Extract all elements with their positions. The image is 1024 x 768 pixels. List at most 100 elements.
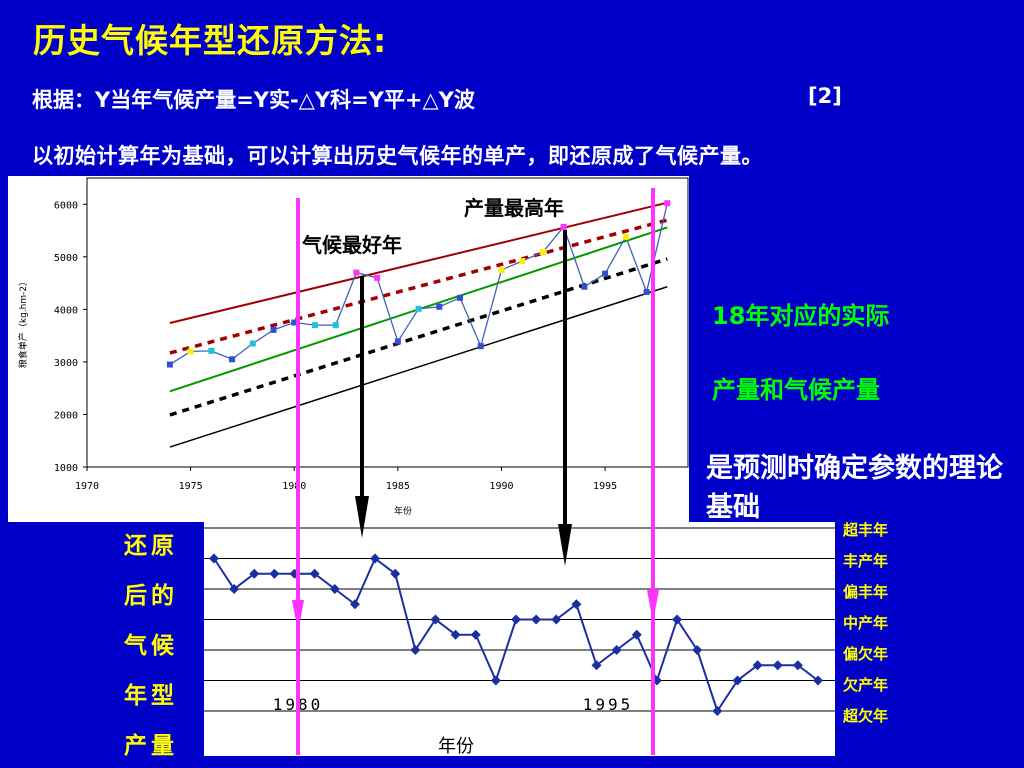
y-tick-label-1: 6000: [54, 200, 78, 211]
data-point: [622, 233, 629, 240]
climate-point: [511, 614, 521, 625]
climate-point: [470, 629, 481, 640]
climate-point: [752, 660, 763, 671]
climate-point: [390, 568, 401, 579]
climate-point: [531, 614, 542, 625]
annotation-best-climate: 气候最好年: [301, 233, 402, 257]
x-tick-label-1: 1975: [179, 481, 203, 492]
data-point: [560, 223, 567, 230]
y-tick-label-1: 4000: [54, 305, 78, 316]
y-tick-label-1: 5000: [54, 253, 78, 264]
level-label: 超丰年: [843, 521, 889, 539]
x-tick-label-1: 1995: [593, 481, 617, 492]
climate-point: [450, 629, 461, 640]
trend-line-5: [169, 286, 668, 448]
data-point: [208, 347, 215, 354]
data-point: [436, 303, 443, 310]
plot-area-1: [86, 177, 689, 468]
magenta-arrow-head: [647, 590, 659, 622]
side-label: 产量: [124, 733, 178, 759]
side-label: 气候: [124, 633, 178, 659]
x-tick-label-1: 1980: [282, 481, 306, 492]
climate-point: [551, 614, 562, 625]
trend-line-4: [169, 257, 668, 417]
climate-point: [813, 675, 823, 686]
level-label: 偏欠年: [843, 645, 889, 663]
data-point: [539, 249, 546, 256]
x-axis-label-2: 年份: [438, 736, 474, 757]
climate-point: [229, 584, 240, 594]
black-arrow-head: [558, 524, 572, 566]
climate-point: [611, 645, 622, 655]
climate-point: [309, 568, 320, 579]
climate-point: [631, 629, 642, 640]
data-point: [166, 361, 173, 368]
side-label: 年型: [124, 683, 178, 709]
data-point: [643, 289, 650, 296]
level-label: 丰产年: [843, 552, 889, 570]
level-label: 偏丰年: [843, 583, 889, 601]
data-point: [270, 326, 277, 333]
description-text: 以初始计算年为基础，可以计算出历史气候年的单产，即还原成了气候产量。: [32, 144, 763, 168]
climate-point: [430, 614, 441, 625]
data-point: [353, 269, 360, 276]
climate-type-chart-panel: [204, 522, 835, 756]
note-line-1: 18年对应的实际: [712, 302, 890, 330]
data-point: [602, 270, 609, 277]
magenta-arrow-head: [292, 600, 304, 632]
data-point: [311, 322, 318, 329]
climate-point: [249, 568, 260, 579]
page-title: 历史气候年型还原方法:: [33, 21, 388, 60]
climate-point: [772, 660, 783, 671]
data-point: [664, 200, 671, 207]
climate-point: [410, 645, 421, 655]
y-tick-label-1: 1000: [54, 463, 78, 474]
data-point: [477, 343, 484, 350]
climate-point: [591, 660, 602, 671]
climate-point: [732, 675, 743, 686]
x-tick-label-1: 1990: [489, 481, 513, 492]
side-label: 后的: [124, 583, 178, 609]
climate-point: [209, 553, 219, 564]
trend-line-2: [169, 218, 668, 355]
level-label: 中产年: [843, 614, 889, 632]
data-point: [291, 319, 298, 326]
data-point: [519, 258, 526, 265]
climate-point: [712, 706, 723, 716]
reference-mark: [2]: [808, 84, 842, 108]
climate-point: [370, 553, 381, 564]
data-point: [332, 322, 339, 329]
data-point: [249, 340, 256, 347]
climate-point: [490, 675, 501, 686]
black-arrow-head: [355, 496, 369, 538]
y-tick-label-1: 2000: [54, 410, 78, 421]
data-point: [457, 294, 464, 301]
y-axis-label-1: 粮食单产（kg.hm-2）: [17, 277, 29, 368]
climate-point: [269, 568, 280, 579]
climate-point: [672, 614, 683, 625]
climate-point: [792, 660, 803, 671]
y-tick-label-1: 3000: [54, 358, 78, 369]
formula-text: 根据：Y当年气候产量=Y实-△Y科=Y平+△Y波: [32, 88, 475, 112]
x-tick-label-1: 1970: [75, 481, 99, 492]
climate-type-line: [213, 556, 819, 714]
trend-line-1: [169, 201, 668, 324]
data-point: [415, 305, 422, 312]
level-label: 欠产年: [843, 676, 889, 694]
climate-point: [692, 645, 703, 655]
annotation-highest-yield: 产量最高年: [464, 196, 564, 220]
yield-chart-panel: [8, 176, 689, 522]
climate-point: [329, 584, 340, 594]
climate-point: [349, 599, 360, 610]
data-point: [581, 283, 588, 290]
side-label: 还原: [124, 533, 178, 559]
climate-point: [571, 599, 582, 610]
data-point: [187, 348, 194, 355]
x-tick-label-2: 1995: [583, 695, 634, 714]
data-point: [374, 274, 381, 281]
note-line-2: 产量和气候产量: [712, 376, 880, 404]
data-point: [229, 356, 236, 363]
data-point: [498, 266, 505, 273]
data-point: [394, 338, 401, 345]
